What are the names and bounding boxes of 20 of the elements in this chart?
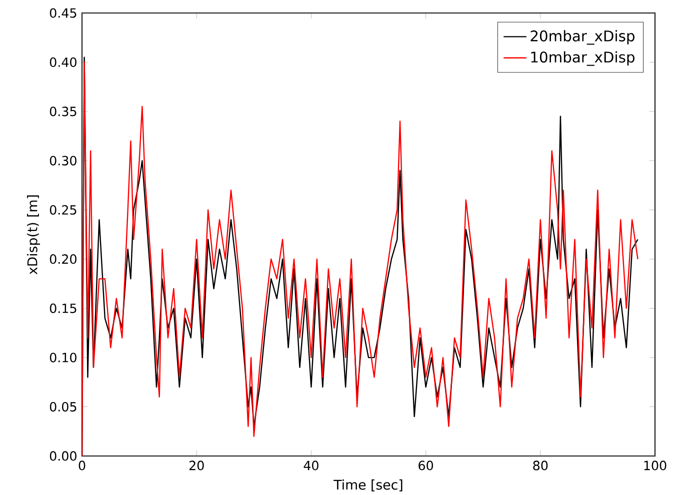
- legend-label: 20mbar_xDisp: [530, 30, 634, 45]
- x-tick-label: 100: [644, 460, 666, 470]
- y-tick-label: 0.15: [50, 304, 76, 314]
- x-axis-title: Time [sec]: [334, 479, 402, 492]
- y-tick-label: 0.00: [50, 451, 76, 461]
- legend-label: 10mbar_xDisp: [531, 51, 634, 66]
- x-tick-label: 20: [189, 460, 204, 470]
- y-tick-label: 0.45: [50, 8, 76, 18]
- y-tick-label: 0.20: [50, 254, 76, 264]
- x-tick-label: 80: [533, 460, 548, 470]
- x-tick-label: 40: [304, 460, 318, 470]
- x-tick-label: 0: [78, 460, 86, 470]
- y-tick-label: 0.10: [50, 352, 76, 362]
- y-tick-label: 0.40: [50, 57, 76, 68]
- y-tick-label: 0.30: [50, 156, 76, 166]
- y-tick-label: 0.25: [50, 205, 76, 215]
- y-axis-title: xDisp(t) [m]: [27, 195, 40, 274]
- y-tick-label: 0.05: [50, 402, 76, 412]
- x-tick-label: 60: [418, 460, 434, 470]
- y-tick-label: 0.35: [50, 106, 76, 116]
